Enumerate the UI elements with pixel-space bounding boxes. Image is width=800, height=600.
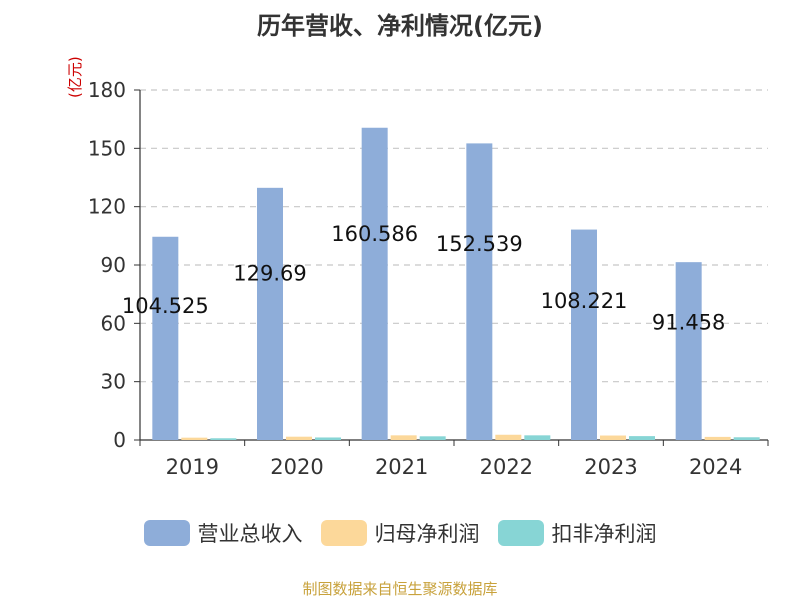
- legend-swatch-revenue: [143, 520, 190, 546]
- data-label-revenue: 91.458: [652, 311, 725, 335]
- bar-revenue[interactable]: [675, 262, 702, 440]
- chart-title: 历年营收、净利情况(亿元): [257, 12, 543, 40]
- bar-revenue[interactable]: [571, 229, 597, 440]
- source-note: 制图数据来自恒生聚源数据库: [302, 580, 498, 598]
- y-tick-label: 60: [101, 311, 126, 335]
- bar-net-profit[interactable]: [181, 437, 208, 440]
- y-tick-label: 0: [113, 428, 126, 452]
- bar-revenue[interactable]: [152, 236, 179, 440]
- data-label-revenue: 160.586: [331, 222, 418, 246]
- y-tick-label: 180: [88, 78, 126, 102]
- legend-label-deducted-profit: 扣非净利润: [551, 522, 657, 546]
- data-label-revenue: 152.539: [436, 232, 523, 256]
- bar-deducted-profit[interactable]: [419, 436, 446, 440]
- y-tick-label: 90: [101, 253, 126, 277]
- bar-net-profit[interactable]: [390, 435, 417, 440]
- legend-swatch-net-profit: [320, 520, 367, 546]
- legend-item-revenue[interactable]: 营业总收入: [143, 518, 303, 548]
- data-label-revenue: 104.525: [122, 294, 209, 318]
- x-tick-label: 2024: [689, 455, 742, 479]
- data-label-revenue: 129.69: [233, 262, 306, 286]
- x-tick-label: 2019: [166, 455, 219, 479]
- legend-item-net-profit[interactable]: 归母净利润: [320, 518, 480, 548]
- legend-item-deducted-profit[interactable]: 扣非净利润: [497, 518, 657, 548]
- x-tick-label: 2021: [375, 455, 428, 479]
- bar-deducted-profit[interactable]: [733, 437, 760, 440]
- y-tick-label: 120: [88, 195, 126, 219]
- bar-revenue[interactable]: [466, 143, 493, 440]
- bar-deducted-profit[interactable]: [524, 435, 551, 440]
- data-label-revenue: 108.221: [541, 289, 628, 313]
- bar-net-profit[interactable]: [600, 435, 626, 440]
- bar-net-profit[interactable]: [704, 436, 731, 440]
- bar-deducted-profit[interactable]: [629, 436, 655, 440]
- bar-net-profit[interactable]: [495, 434, 522, 440]
- x-tick-label: 2023: [584, 455, 637, 479]
- bar-deducted-profit[interactable]: [210, 438, 237, 440]
- bar-revenue[interactable]: [361, 127, 388, 440]
- legend-label-net-profit: 归母净利润: [374, 522, 480, 546]
- legend-label-revenue: 营业总收入: [197, 522, 303, 546]
- legend: 营业总收入 归母净利润 扣非净利润: [0, 518, 800, 548]
- bar-net-profit[interactable]: [286, 436, 312, 440]
- legend-swatch-deducted-profit: [497, 520, 544, 546]
- bar-deducted-profit[interactable]: [315, 437, 341, 440]
- x-tick-label: 2020: [270, 455, 323, 479]
- bar-revenue[interactable]: [257, 187, 283, 440]
- x-tick-label: 2022: [480, 455, 533, 479]
- y-tick-label: 150: [88, 136, 126, 160]
- y-tick-label: 30: [101, 370, 126, 394]
